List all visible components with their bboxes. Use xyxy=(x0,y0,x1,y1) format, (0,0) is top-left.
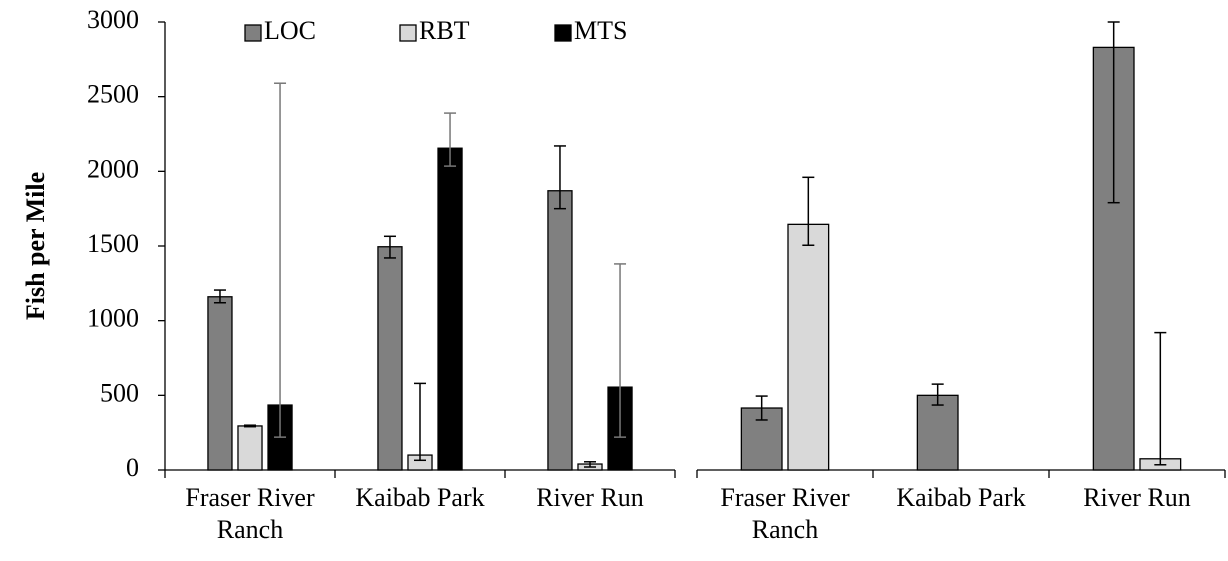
y-axis-label: Fish per Mile xyxy=(21,172,50,320)
bar xyxy=(237,425,263,471)
bar xyxy=(547,190,573,471)
bar xyxy=(916,394,959,471)
x-tick-label: River Run xyxy=(536,483,644,512)
bar xyxy=(437,147,463,471)
legend-swatch xyxy=(399,24,417,42)
bar xyxy=(207,296,233,471)
y-tick-label: 1500 xyxy=(87,229,139,258)
legend-label: RBT xyxy=(419,16,470,45)
y-tick-label: 2500 xyxy=(87,80,139,109)
x-tick-label: Fraser River Ranch xyxy=(185,483,315,544)
y-tick-label: 500 xyxy=(100,378,139,407)
bar xyxy=(787,223,830,471)
y-tick-label: 2000 xyxy=(87,154,139,183)
legend-label: LOC xyxy=(264,16,316,45)
x-tick-label: Kaibab Park xyxy=(896,483,1026,512)
y-tick-label: 1000 xyxy=(87,304,139,333)
y-tick-label: 3000 xyxy=(87,5,139,34)
x-tick-label: River Run xyxy=(1083,483,1191,512)
legend-swatch xyxy=(244,24,262,42)
bar xyxy=(377,246,403,471)
legend-swatch xyxy=(554,24,572,42)
y-tick-label: 0 xyxy=(126,453,139,482)
x-tick-label: Fraser River Ranch xyxy=(720,483,850,544)
legend-label: MTS xyxy=(574,16,627,45)
x-tick-label: Kaibab Park xyxy=(355,483,485,512)
